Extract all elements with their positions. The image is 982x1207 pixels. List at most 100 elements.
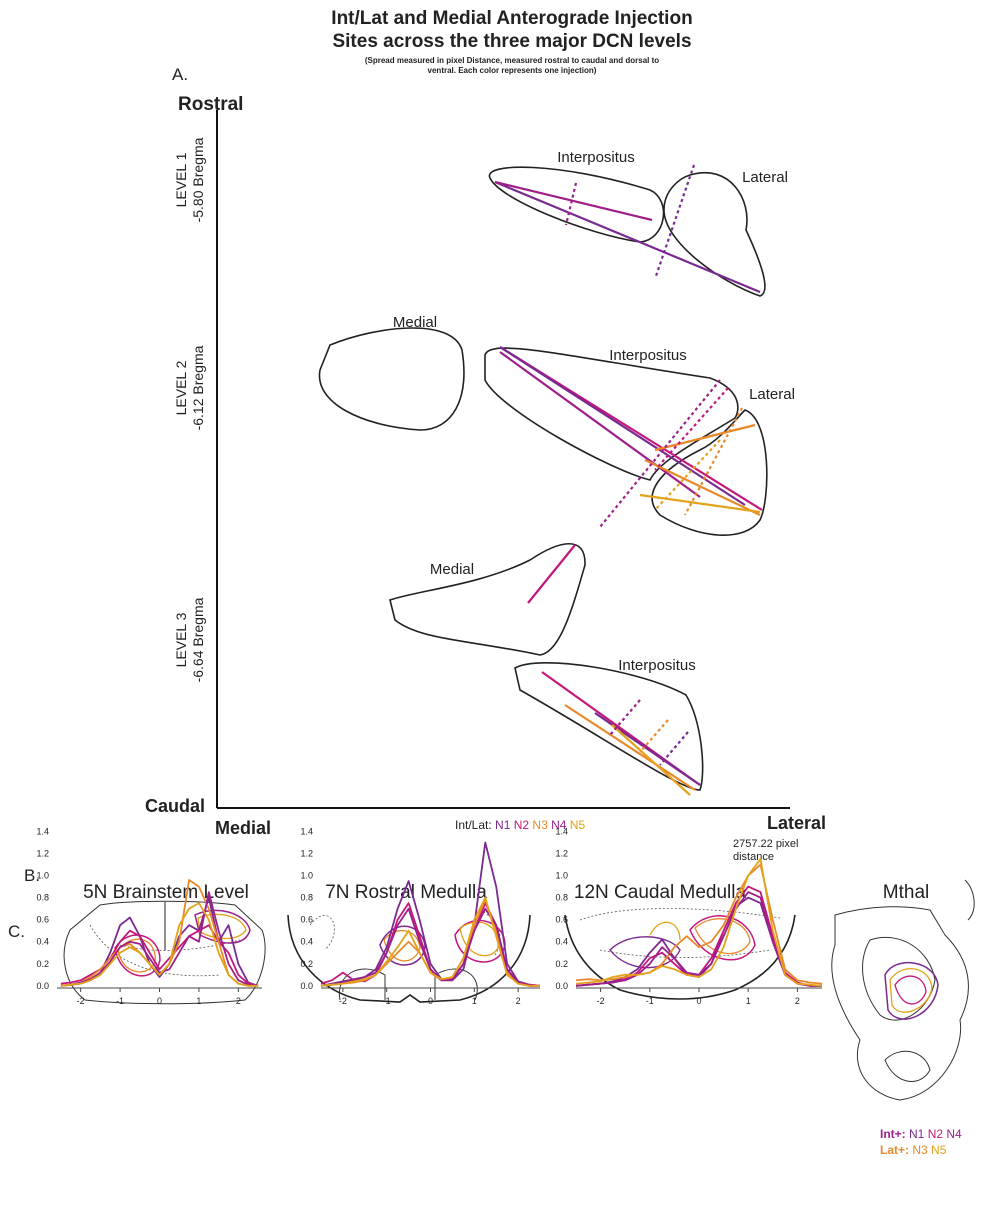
injection-spreads — [495, 165, 762, 795]
axis-label: Rostral — [178, 94, 243, 115]
x-tick-label: 1 — [196, 996, 201, 1006]
level-bregma: -5.80 Bregma — [190, 137, 206, 222]
section-title: 5N Brainstem Level — [83, 882, 249, 903]
level-name: LEVEL 3 — [173, 612, 189, 667]
spread-line — [500, 352, 700, 497]
subtitle-line: ventral. Each color represents one injec… — [428, 66, 597, 75]
injection-outline — [895, 976, 926, 1004]
spread-line — [640, 720, 668, 752]
spread-line — [610, 700, 640, 735]
x-tick-label: 2 — [236, 996, 241, 1006]
legend-entry: N5 — [570, 818, 586, 832]
y-tick-label: 1.4 — [555, 827, 568, 837]
x-tick-label: -1 — [116, 996, 124, 1006]
legend-entry: N4 — [946, 1127, 962, 1141]
y-tick-label: 0.0 — [555, 981, 568, 991]
spread-line — [495, 182, 760, 292]
spread-line — [595, 713, 700, 785]
y-tick-label: 0.4 — [300, 937, 313, 947]
density-curve — [321, 843, 540, 986]
section-outline — [565, 915, 795, 999]
legend-entry: N2 — [514, 818, 530, 832]
figure: Int/Lat and Medial Anterograde Injection… — [0, 0, 982, 1207]
y-tick-label: 0.0 — [300, 981, 313, 991]
region-label: Lateral — [742, 169, 788, 186]
spread-line — [655, 425, 755, 450]
x-tick-label: 0 — [157, 996, 162, 1006]
x-tick-label: 1 — [746, 996, 751, 1006]
x-tick-label: 0 — [428, 996, 433, 1006]
legend-entry: N1 — [495, 818, 511, 832]
legend-label: Int+: — [880, 1127, 906, 1141]
region-labels: Interpositus Lateral Medial Interpositus… — [393, 149, 795, 674]
y-tick-label: 1.2 — [555, 849, 568, 859]
sections — [64, 880, 974, 1100]
nucleus — [515, 663, 703, 790]
section-detail — [863, 880, 975, 1081]
y-tick-label: 0.4 — [555, 937, 568, 947]
density-curve — [321, 898, 540, 986]
y-tick-label: 0.4 — [36, 937, 49, 947]
distance-note: 2757.22 pixel — [733, 838, 798, 850]
panel-label: A. — [172, 65, 188, 84]
x-tick-label: -2 — [339, 996, 347, 1006]
x-tick-label: -2 — [597, 996, 605, 1006]
y-tick-label: 1.4 — [36, 827, 49, 837]
y-tick-label: 0.8 — [36, 893, 49, 903]
y-tick-label: 1.2 — [300, 849, 313, 859]
y-tick-label: 1.0 — [300, 871, 313, 881]
level-labels: LEVEL 1 -5.80 Bregma LEVEL 2 -6.12 Bregm… — [173, 137, 206, 682]
level-bregma: -6.12 Bregma — [190, 345, 206, 430]
level-bregma: -6.64 Bregma — [190, 597, 206, 682]
y-tick-label: 0.6 — [36, 915, 49, 925]
y-tick-label: 1.4 — [300, 827, 313, 837]
section-title: Mthal — [883, 882, 929, 903]
region-label: Lateral — [749, 386, 795, 403]
spread-line — [685, 408, 742, 515]
spread-line — [566, 183, 576, 225]
y-tick-label: 0.8 — [555, 893, 568, 903]
legend-entry: N2 — [928, 1127, 944, 1141]
legend-c: Lat+: N3 N5 — [880, 1143, 947, 1157]
nucleus — [390, 544, 585, 655]
y-tick-label: 1.0 — [36, 871, 49, 881]
x-tick-label: 2 — [795, 996, 800, 1006]
level-name: LEVEL 1 — [173, 152, 189, 207]
spread-line — [656, 165, 694, 276]
spread-line — [500, 347, 745, 505]
x-tick-label: -1 — [383, 996, 391, 1006]
x-tick-label: 1 — [472, 996, 477, 1006]
y-tick-label: 0.6 — [300, 915, 313, 925]
region-label: Interpositus — [618, 657, 696, 674]
x-tick-label: 0 — [696, 996, 701, 1006]
x-tick-label: -1 — [646, 996, 654, 1006]
x-tick-label: -2 — [77, 996, 85, 1006]
axis-label: Caudal — [145, 796, 205, 816]
y-tick-label: 0.2 — [36, 959, 49, 969]
spread-line — [600, 380, 720, 527]
nucleus — [319, 328, 463, 430]
region-label: Medial — [430, 561, 474, 578]
section-title: 12N Caudal Medulla — [574, 882, 747, 903]
y-tick-label: 0.2 — [555, 959, 568, 969]
legend-entry: N3 — [532, 818, 548, 832]
legend-label: Int/Lat: — [455, 818, 492, 832]
legend-entry: N1 — [909, 1127, 925, 1141]
nucleus-outlines — [319, 167, 766, 790]
level-name: LEVEL 2 — [173, 360, 189, 415]
axis-label: Lateral — [767, 813, 826, 833]
nucleus — [489, 167, 663, 242]
spread-line — [528, 545, 575, 603]
title-line: Int/Lat and Medial Anterograde Injection — [331, 8, 692, 29]
y-tick-label: 1.2 — [36, 849, 49, 859]
y-tick-label: 0.8 — [300, 893, 313, 903]
x-tick-label: 2 — [516, 996, 521, 1006]
y-tick-label: 0.0 — [36, 981, 49, 991]
y-tick-label: 1.0 — [555, 871, 568, 881]
nucleus — [664, 173, 765, 296]
spread-line — [660, 732, 688, 765]
panel-label: C. — [8, 922, 25, 941]
legend-entry: N3 — [912, 1143, 928, 1157]
legend-c: Int+: N1 N2 N4 — [880, 1127, 962, 1141]
distance-note: distance — [733, 851, 774, 863]
